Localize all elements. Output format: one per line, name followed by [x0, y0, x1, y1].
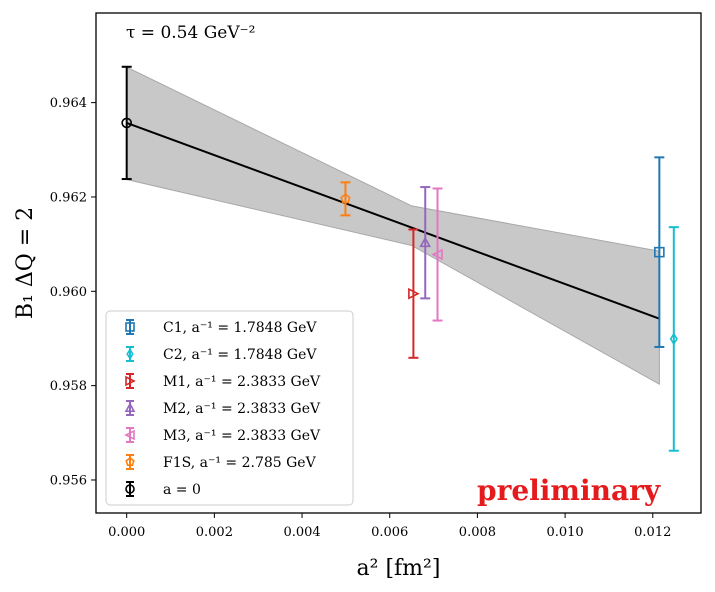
legend-label-m3: M3, a⁻¹ = 2.3833 GeV — [163, 428, 321, 444]
data-point-c2 — [668, 226, 679, 452]
y-tick-label: 0.964 — [50, 96, 87, 111]
legend-marker-a-0 — [125, 484, 135, 494]
marker-m1 — [408, 287, 420, 300]
error-bar-c1 — [654, 156, 665, 348]
marker-c1 — [654, 246, 665, 258]
legend-entries: C1, a⁻¹ = 1.7848 GeV C2, a⁻¹ = 1.7848 GeV… — [124, 319, 321, 498]
axis-ticks-layer: 0.000 0.002 0.004 0.006 0.008 0.010 0.012 0.956… — [50, 96, 672, 540]
legend-label-c1: C1, a⁻¹ = 1.7848 GeV — [163, 320, 317, 336]
error-bar-m3 — [432, 187, 443, 322]
marker-f1s — [340, 193, 351, 204]
legend: C1, a⁻¹ = 1.7848 GeV C2, a⁻¹ = 1.7848 GeV… — [105, 310, 354, 506]
y-tick-label: 0.960 — [50, 285, 87, 300]
legend-marker-c2 — [126, 348, 134, 360]
marker-c2 — [669, 332, 678, 346]
data-point-c1 — [654, 156, 665, 348]
tau-annotation: τ = 0.54 GeV⁻² — [126, 23, 255, 43]
legend-entry-m1: M1, a⁻¹ = 2.3833 GeV — [125, 373, 321, 390]
y-tick-label: 0.962 — [50, 190, 87, 205]
y-axis-label: B₁ ΔQ = 2 — [13, 207, 38, 319]
data-points-layer — [121, 65, 679, 452]
legend-label-m1: M1, a⁻¹ = 2.3833 GeV — [163, 374, 321, 390]
legend-label-f1s: F1S, a⁻¹ = 2.785 GeV — [163, 455, 317, 471]
legend-entry-f1s: F1S, a⁻¹ = 2.785 GeV — [125, 454, 317, 471]
x-tick-label: 0.004 — [283, 525, 320, 540]
x-tick-label: 0.012 — [634, 525, 671, 540]
legend-marker-f1s — [125, 457, 135, 467]
error-bar-m1 — [408, 228, 419, 359]
legend-entry-m2: M2, a⁻¹ = 2.3833 GeV — [124, 400, 321, 417]
x-tick-label: 0.008 — [459, 525, 496, 540]
marker-m2 — [419, 236, 432, 248]
y-tick-label: 0.958 — [50, 379, 87, 394]
legend-entry-a-0: a = 0 — [125, 481, 201, 498]
error-bar-m2 — [420, 186, 431, 300]
fit-line-layer — [126, 121, 660, 320]
error-bar-c2 — [668, 226, 679, 452]
preliminary-watermark: preliminary — [477, 474, 661, 507]
legend-marker-m2 — [124, 402, 136, 413]
data-point-f1s — [340, 181, 351, 217]
legend-entry-m3: M3, a⁻¹ = 2.3833 GeV — [124, 427, 321, 444]
plot-frame — [95, 12, 702, 514]
error-bar-f1s — [340, 181, 351, 217]
legend-label-a-0: a = 0 — [163, 482, 201, 498]
error-bar-a-0 — [121, 65, 132, 181]
legend-entry-c1: C1, a⁻¹ = 1.7848 GeV — [125, 319, 317, 336]
data-point-a-0 — [121, 65, 132, 181]
data-point-m1 — [408, 228, 420, 359]
legend-marker-m3 — [124, 429, 135, 441]
data-point-m3 — [431, 187, 443, 322]
fit-line — [126, 121, 660, 320]
legend-marker-c1 — [125, 322, 135, 332]
y-tick-label: 0.956 — [50, 473, 87, 488]
x-tick-label: 0.000 — [108, 525, 145, 540]
x-axis-label: a² [fm²] — [357, 556, 441, 581]
legend-box — [105, 310, 354, 506]
legend-marker-m1 — [125, 375, 136, 387]
legend-entry-c2: C2, a⁻¹ = 1.7848 GeV — [126, 346, 317, 363]
x-tick-label: 0.006 — [371, 525, 408, 540]
legend-label-c2: C2, a⁻¹ = 1.7848 GeV — [163, 347, 317, 363]
legend-label-m2: M2, a⁻¹ = 2.3833 GeV — [163, 401, 321, 417]
legend-error-bar-m1 — [126, 373, 134, 389]
data-point-m2 — [419, 186, 432, 300]
x-tick-label: 0.002 — [196, 525, 233, 540]
x-tick-label: 0.010 — [546, 525, 583, 540]
marker-a-0 — [121, 117, 132, 129]
legend-error-bar-m3 — [126, 427, 134, 443]
marker-m3 — [431, 248, 443, 261]
